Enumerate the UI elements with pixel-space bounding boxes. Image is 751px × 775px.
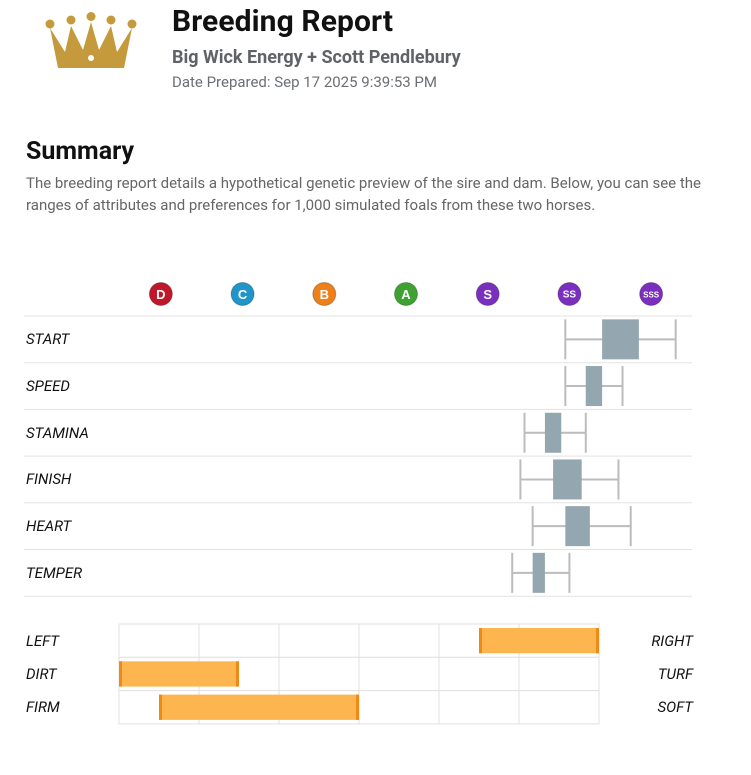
attribute-label-start: START xyxy=(26,330,70,349)
grade-badge-ring xyxy=(475,282,500,306)
attribute-label-stamina: STAMINA xyxy=(26,423,89,442)
grade-badge-sss xyxy=(639,282,663,306)
grade-badge-ring xyxy=(230,282,255,306)
grade-label-c: C xyxy=(238,287,248,302)
preference-bar-edge-start xyxy=(479,628,482,654)
grade-badge-c xyxy=(231,282,255,306)
grade-label-b: B xyxy=(320,287,329,302)
box-speed xyxy=(585,366,603,407)
preference-grid-cell xyxy=(358,656,440,692)
preference-grid-cell xyxy=(438,690,520,725)
box-temper xyxy=(532,552,545,593)
preference-grid-cell xyxy=(438,656,520,692)
preference-grid-cell xyxy=(278,623,360,658)
grade-label-ss: SS xyxy=(563,290,577,301)
attribute-label-heart: HEART xyxy=(26,517,72,536)
grade-badge-d xyxy=(149,282,173,306)
grade-badge-ring xyxy=(394,282,418,306)
report-title: Breeding Report xyxy=(172,4,394,39)
preference-bar-firm-soft xyxy=(159,694,359,720)
grade-badge-ring xyxy=(312,282,337,306)
crown-icon xyxy=(45,12,137,68)
preference-bar-edge-end xyxy=(236,661,239,687)
attribute-label-speed: SPEED xyxy=(26,377,70,396)
grade-badge-ring xyxy=(557,282,582,306)
preference-left-left: LEFT xyxy=(26,631,59,650)
horse-pair: Big Wick Energy + Scott Pendlebury xyxy=(172,47,461,68)
chart-canvas: D C B A S SS SSS xyxy=(24,282,692,725)
preference-bar-edge-end xyxy=(596,628,599,654)
box-finish xyxy=(553,459,582,500)
preference-grid-cell xyxy=(518,656,600,692)
report-header: Breeding Report Big Wick Energy + Scott … xyxy=(0,0,751,110)
grade-badge-a xyxy=(394,282,418,306)
date-prepared: Date Prepared: Sep 17 2025 9:39:53 PM xyxy=(172,73,437,91)
grade-badge-ss xyxy=(557,282,581,306)
preference-grid-cell xyxy=(278,656,360,692)
attribute-label-temper: TEMPER xyxy=(26,563,83,582)
preference-left-firm: FIRM xyxy=(26,698,60,717)
preference-grid-cell xyxy=(518,690,600,725)
preference-bar-edge-start xyxy=(159,694,162,720)
summary-title: Summary xyxy=(26,137,135,166)
preference-bar-left-right xyxy=(479,628,599,654)
grade-badge-ring xyxy=(148,282,173,306)
grade-badge-s xyxy=(476,282,500,306)
grade-label-a: A xyxy=(401,287,411,302)
box-start xyxy=(602,319,639,360)
breeding-chart: D C B A S SS SSS START SPEED STAMINA FINISH HEART T… xyxy=(0,270,751,740)
preference-right-soft: SOFT xyxy=(657,698,693,717)
grade-label-sss: SSS xyxy=(643,291,660,300)
preference-grid-cell xyxy=(358,690,440,725)
grade-badge-b xyxy=(312,282,336,306)
preference-right-turf: TURF xyxy=(657,664,693,683)
attribute-label-finish: FINISH xyxy=(26,470,72,489)
preference-bar-edge-end xyxy=(356,694,359,720)
grade-label-d: D xyxy=(156,287,165,302)
box-heart xyxy=(565,506,590,547)
preference-right-right: RIGHT xyxy=(651,631,693,650)
preference-grid-cell xyxy=(358,623,440,658)
summary-text: The breeding report details a hypothetic… xyxy=(26,174,701,214)
preference-grid-cell xyxy=(118,623,200,658)
grade-badge-ring xyxy=(639,282,664,306)
box-stamina xyxy=(544,412,562,453)
preference-left-dirt: DIRT xyxy=(26,664,57,683)
preference-bar-dirt-turf xyxy=(119,661,239,687)
grade-label-s: S xyxy=(483,287,492,302)
preference-bar-edge-start xyxy=(119,661,122,687)
preference-grid-cell xyxy=(198,623,280,658)
